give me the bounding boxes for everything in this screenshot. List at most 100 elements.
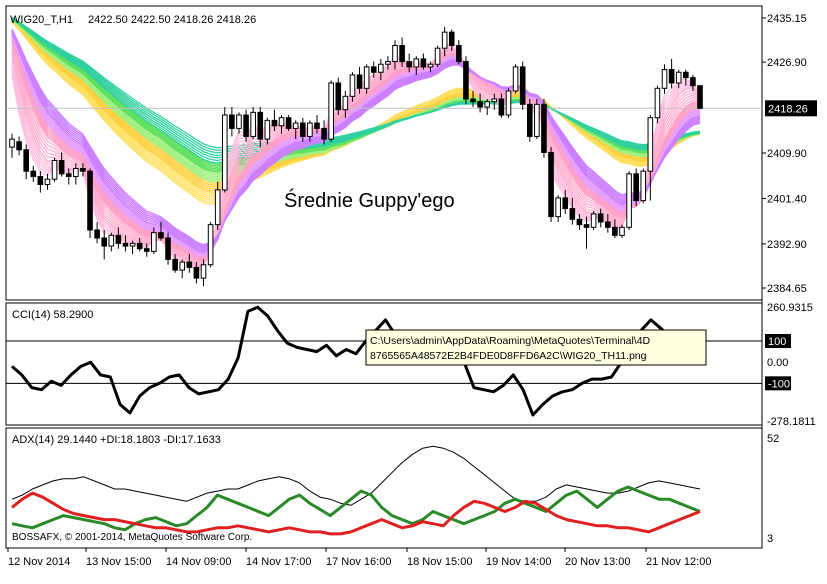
- short-ema-ribbon-2-4: [11, 37, 701, 260]
- candle-body-down: [612, 226, 618, 236]
- candle-body-up: [250, 111, 256, 137]
- candle-body-up: [661, 69, 668, 89]
- plus-di-line: [11, 485, 701, 532]
- candle-body-up: [264, 119, 271, 140]
- candle-body-up: [640, 170, 647, 202]
- candle-body-up: [675, 71, 682, 84]
- candle-body-up: [278, 117, 285, 127]
- time-tick-label: 19 Nov 14:00: [486, 556, 551, 568]
- candle-body-down: [186, 261, 193, 268]
- candle-body-up: [363, 66, 370, 89]
- short-ema-ribbon-4-4: [11, 30, 701, 249]
- ohlc-header: 2422.50 2422.50 2418.26 2418.26: [88, 14, 256, 26]
- candle-body-down: [569, 208, 576, 220]
- price-tick-label: 2435.15: [767, 13, 807, 25]
- candle-body-down: [37, 176, 44, 186]
- candle-body-up: [491, 98, 498, 103]
- candle-body-down: [172, 258, 178, 271]
- candle-body-down: [299, 122, 306, 137]
- short-ema-ribbon-4-0: [11, 32, 701, 254]
- short-ema-ribbon-0-3: [11, 45, 701, 270]
- price-candles: [9, 26, 703, 287]
- short-ema-ribbon-1-5: [11, 43, 701, 263]
- tooltip-line-1: C:\Users\admin\AppData\Roaming\MetaQuote…: [370, 335, 651, 347]
- short-ema-ribbon-4-3: [11, 30, 701, 250]
- short-ema-ribbon-1-2: [11, 49, 701, 265]
- candle-body-down: [257, 111, 264, 140]
- candle-body-up: [328, 82, 334, 140]
- cci-tick-label: -100: [768, 378, 790, 390]
- candle-body-down: [548, 151, 554, 218]
- short-ema-ribbon-4-1: [11, 31, 701, 252]
- short-ema-ribbon-1-3: [11, 48, 701, 265]
- candle-body-down: [58, 159, 65, 175]
- candle-body-down: [158, 232, 164, 239]
- candle-body-down: [456, 45, 462, 63]
- price-tick-label: 2409.90: [767, 148, 807, 160]
- candle-body-up: [413, 58, 420, 68]
- candle-body-up: [129, 242, 136, 247]
- candle-body-down: [285, 117, 292, 129]
- candle-body-down: [314, 122, 320, 129]
- candle-body-up: [385, 61, 391, 65]
- symbol-header: WIG20_T,H1: [10, 14, 73, 26]
- candle-body-down: [697, 85, 703, 109]
- candle-body-down: [690, 77, 696, 87]
- candle-body-down: [94, 229, 100, 239]
- candle-body-down: [16, 141, 22, 151]
- candle-body-up: [200, 264, 207, 279]
- candle-body-up: [534, 103, 540, 137]
- minus-di-line: [11, 491, 701, 536]
- file-path-tooltip: C:\Users\admin\AppData\Roaming\MetaQuote…: [365, 329, 707, 366]
- candle-body-up: [555, 197, 561, 218]
- candle-body-down: [668, 69, 675, 84]
- time-tick-label: 18 Nov 15:00: [407, 556, 472, 568]
- guppy-ribbons: [6, 17, 762, 272]
- candle-body-down: [101, 237, 108, 247]
- candle-body-down: [243, 114, 249, 137]
- candle-body-down: [477, 101, 483, 108]
- short-ema-ribbon-4-6: [11, 28, 701, 246]
- time-tick-label: 14 Nov 17:00: [246, 556, 311, 568]
- candle-body-up: [342, 95, 349, 111]
- time-tick-label: 17 Nov 16:00: [326, 556, 391, 568]
- price-tick-label: 2426.90: [767, 57, 807, 69]
- tooltip-line-2: 8765565A48572E2B4FDE0D8FFD6A2C\WIG20_TH1…: [370, 350, 647, 362]
- short-ema-ribbon-2-2: [11, 39, 701, 261]
- short-ema-ribbon-1-4: [11, 45, 701, 264]
- adx-tick-label: 3: [767, 533, 773, 545]
- long-ema-ribbon-4-6: [11, 17, 701, 149]
- tooltip-box: [365, 329, 707, 366]
- candle-body-down: [65, 173, 72, 178]
- time-tick-label: 12 Nov 2014: [8, 556, 70, 568]
- time-tick-label: 20 Nov 13:00: [565, 556, 630, 568]
- candle-body-down: [115, 234, 122, 244]
- candle-body-up: [307, 122, 313, 137]
- cci-tick-label: 100: [768, 336, 786, 348]
- price-tick-label: 2418.26: [768, 103, 808, 115]
- candle-body-down: [165, 237, 171, 260]
- candle-body-up: [221, 114, 228, 191]
- short-ema-ribbon-1-0: [11, 47, 701, 267]
- candle-body-down: [399, 45, 405, 63]
- candle-body-down: [87, 170, 93, 231]
- short-ema-ribbon-0-0: [11, 43, 701, 272]
- candle-body-down: [604, 221, 611, 228]
- candle-body-down: [633, 173, 639, 202]
- candle-body-down: [576, 218, 583, 226]
- candle-body-down: [597, 213, 604, 223]
- candle-body-down: [356, 74, 363, 89]
- cci-tick-label: -278.1811: [767, 416, 816, 428]
- time-tick-label: 21 Nov 12:00: [646, 556, 711, 568]
- candle-body-down: [271, 119, 278, 127]
- time-axis: 12 Nov 2014 13 Nov 15:00 14 Nov 09:00 14 No…: [7, 548, 711, 568]
- cci-level-badge: [765, 334, 791, 349]
- candle-body-down: [23, 149, 29, 172]
- candle-body-up: [505, 90, 512, 116]
- price-axis-labels: 2435.15 2426.90 2418.26 2409.90 2401.40 2392.…: [762, 13, 817, 295]
- candle-body-down: [448, 31, 455, 47]
- candle-body-up: [151, 232, 157, 252]
- short-ema-ribbon-4-2: [11, 31, 701, 251]
